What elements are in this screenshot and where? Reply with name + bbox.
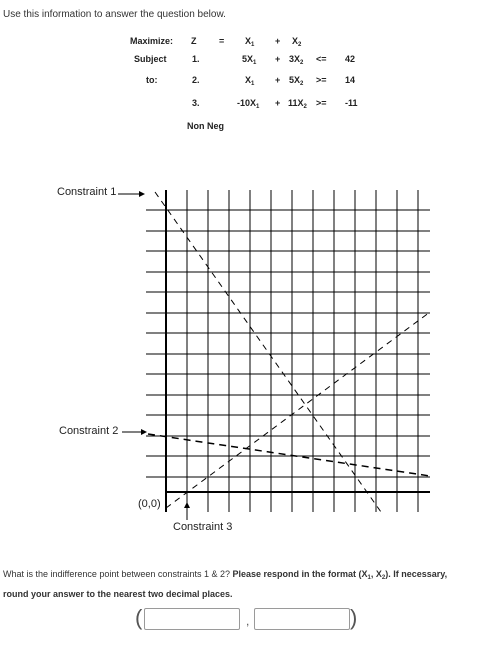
- x1-answer-input[interactable]: [144, 608, 240, 630]
- constraint-2-label: Constraint 2: [59, 425, 119, 437]
- row2-num: 2.: [192, 75, 200, 85]
- constraint-1-arrowhead: [139, 191, 145, 197]
- row1-c1: 5X1: [242, 54, 257, 66]
- non-neg-label: Non Neg: [187, 121, 224, 131]
- x2-answer-input[interactable]: [254, 608, 350, 630]
- constraint-2-arrowhead: [141, 429, 147, 435]
- constraint-graph: [118, 190, 431, 520]
- lp-formulation: Maximize: Z = X1 + X2 Subject to: 1. 5X1…: [0, 0, 488, 140]
- row1-op: +: [275, 54, 281, 64]
- row1-num: 1.: [192, 54, 200, 64]
- constraint-3-line: [165, 311, 431, 509]
- objective-eq: =: [219, 36, 225, 46]
- row2-rel: >=: [316, 75, 327, 85]
- objective-x1: X1: [245, 36, 255, 48]
- graph-grid: [146, 190, 430, 512]
- to-label: to:: [146, 75, 158, 85]
- maximize-label: Maximize:: [130, 36, 174, 46]
- constraint-3-arrowhead: [184, 502, 190, 508]
- objective-plus: +: [275, 36, 281, 46]
- row3-rhs: -11: [345, 98, 358, 108]
- row3-c1: -10X1: [237, 98, 260, 110]
- objective-x2: X2: [292, 36, 302, 48]
- answer-comma: ,: [246, 614, 250, 628]
- row3-op: +: [275, 98, 281, 108]
- close-paren: ): [350, 605, 358, 630]
- constraint-1-line: [154, 191, 382, 513]
- row3-num: 3.: [192, 98, 200, 108]
- constraint-3-label: Constraint 3: [173, 521, 233, 533]
- question-plain: What is the indifference point between c…: [3, 569, 233, 579]
- constraint-1-label: Constraint 1: [57, 186, 117, 198]
- open-paren: (: [135, 605, 143, 630]
- origin-label: (0,0): [138, 498, 161, 510]
- intro-text: Use this information to answer the quest…: [3, 9, 226, 20]
- constraint-2-line: [147, 433, 431, 477]
- row2-op: +: [275, 75, 281, 85]
- row1-rhs: 42: [345, 54, 356, 64]
- row2-c1: X1: [245, 75, 255, 87]
- row3-rel: >=: [316, 98, 327, 108]
- question-text: What is the indifference point between c…: [3, 566, 473, 602]
- row1-rel: <=: [316, 54, 327, 64]
- row2-c2: 5X2: [289, 75, 304, 87]
- row1-c2: 3X2: [289, 54, 304, 66]
- row3-c2: 11X2: [288, 98, 307, 110]
- objective-z: Z: [191, 36, 197, 46]
- question-bold: Please respond in the format (X1, X2). I…: [3, 569, 448, 599]
- subject-label: Subject: [134, 54, 167, 64]
- row2-rhs: 14: [345, 75, 356, 85]
